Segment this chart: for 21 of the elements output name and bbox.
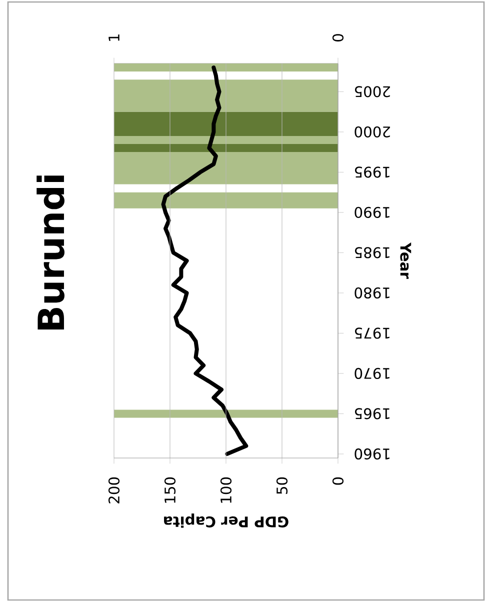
x-tick-label: 150 — [164, 477, 176, 503]
y-tick-label: 1990 — [354, 206, 390, 218]
x-tick-label: 100 — [220, 477, 232, 503]
y-tick-label: 2000 — [354, 126, 390, 138]
text: Burundi — [36, 176, 64, 330]
y-tick-label: 1970 — [354, 368, 390, 379]
y-tick-label: 2005 — [355, 86, 390, 98]
line-series — [161, 66, 248, 456]
x-tick-label: 50 — [276, 477, 288, 494]
y-tick-label: 1960 — [354, 448, 390, 460]
y-axis-title: Year — [400, 242, 412, 279]
y-tick-label: 1975 — [355, 328, 390, 339]
y-tick-label: 1995 — [355, 166, 390, 178]
x-tick-label: 0 — [332, 477, 344, 485]
x2-tick-label: 0 — [332, 34, 344, 42]
y-tick-label: 1985 — [355, 247, 390, 258]
x2-tick-label: 1 — [108, 34, 120, 41]
x-tick-label: 200 — [108, 477, 120, 504]
y-tick-label: 1980 — [354, 287, 390, 298]
x-axis-title: GDP Per Capita — [164, 514, 288, 528]
y-tick-label: 1965 — [355, 408, 390, 420]
